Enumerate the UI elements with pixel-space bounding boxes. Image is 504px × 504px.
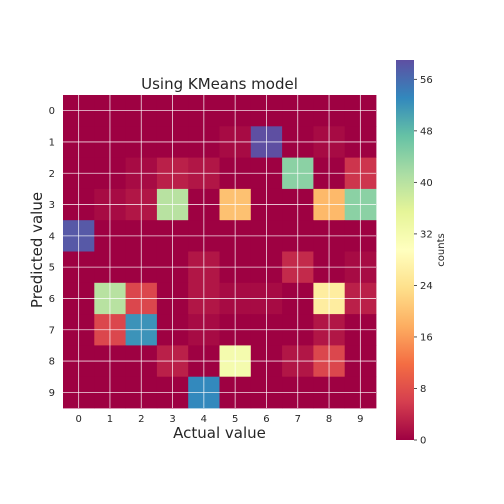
colorbar-ticks: 0 8 16 24 32 40 48 56 [414,75,433,447]
y-tick-label: 0 [49,106,55,117]
x-tick-label: 4 [201,414,207,425]
x-tick-label: 8 [326,414,332,425]
colorbar-tick-label: 24 [420,281,433,292]
colorbar-tick-label: 16 [420,332,433,343]
x-tick-label: 1 [107,414,113,425]
x-tick-label: 2 [138,414,144,425]
x-tick-label: 7 [295,414,301,425]
heatmap [63,95,377,409]
y-axis-ticks: 0 1 2 3 4 5 6 7 8 9 [49,106,55,399]
chart-title: Using KMeans model [141,75,298,93]
y-tick-label: 4 [49,231,55,242]
y-tick-label: 1 [49,137,55,148]
y-tick-label: 8 [49,357,55,368]
y-tick-label: 7 [49,325,55,336]
x-tick-label: 6 [263,414,269,425]
x-axis-ticks: 0 1 2 3 4 5 6 7 8 9 [75,414,363,425]
x-tick-label: 3 [169,414,175,425]
x-tick-label: 5 [232,414,238,425]
colorbar-tick-label: 56 [420,75,433,86]
x-tick-label: 0 [75,414,81,425]
colorbar-tick-label: 0 [420,436,426,447]
colorbar-tick-label: 40 [420,178,433,189]
x-tick-label: 9 [357,414,363,425]
y-tick-label: 6 [49,294,55,305]
colorbar-tick-label: 8 [420,384,426,395]
colorbar [396,60,414,440]
colorbar-tick-label: 32 [420,229,433,240]
colorbar-label: counts [436,233,447,266]
y-tick-label: 9 [49,388,55,399]
y-tick-label: 2 [49,169,55,180]
colorbar-tick-label: 48 [420,126,433,137]
y-tick-label: 3 [49,200,55,211]
y-tick-label: 5 [49,263,55,274]
x-axis-label: Actual value [173,424,266,442]
y-axis-label: Predicted value [28,192,46,308]
